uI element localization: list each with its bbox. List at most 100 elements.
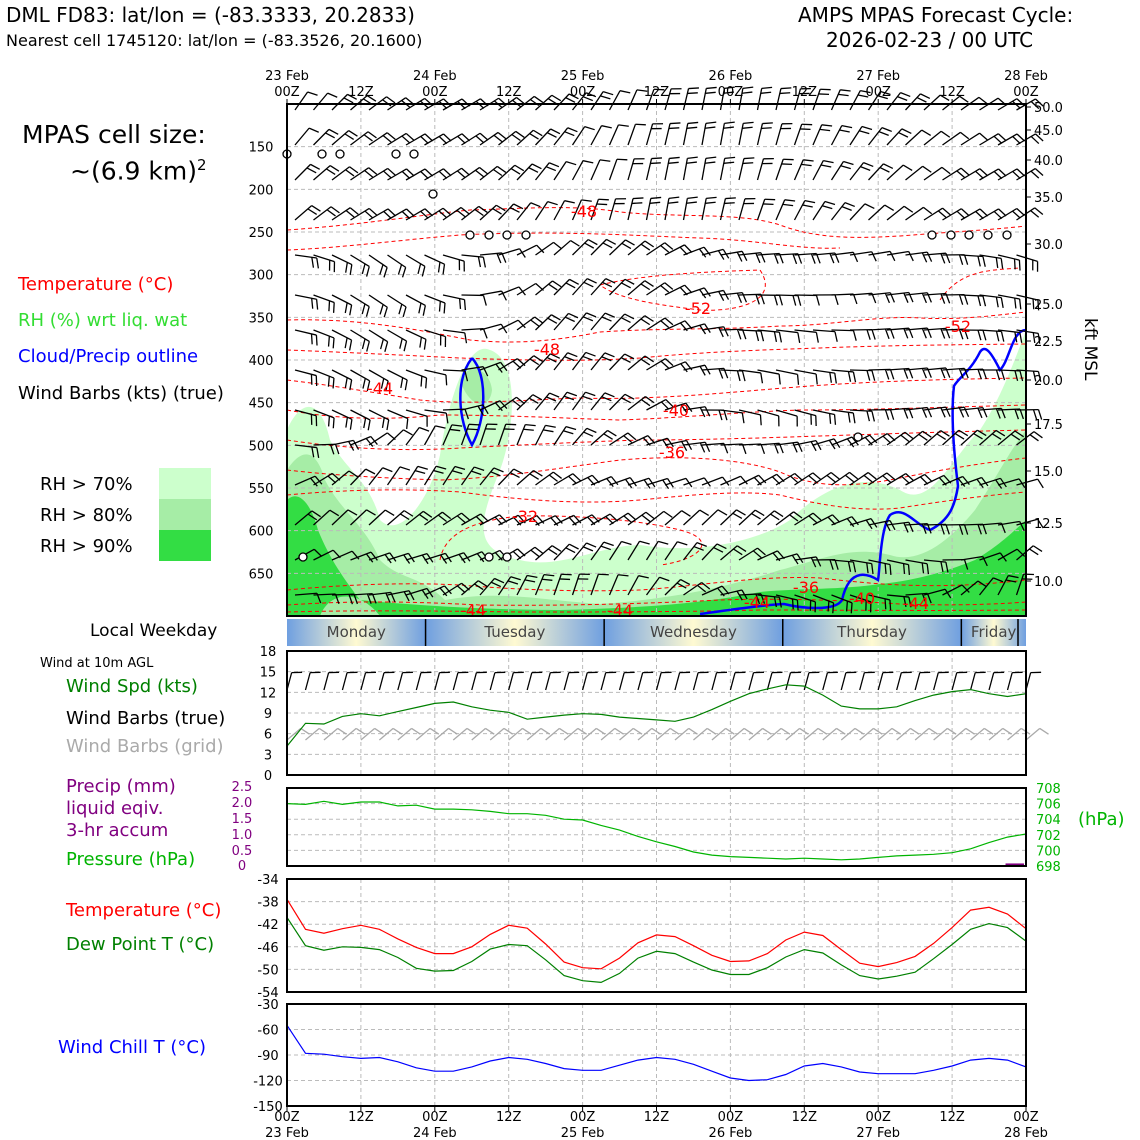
wind-barb-feather [363, 134, 373, 142]
wind-barb-shaft [886, 327, 909, 331]
wind-barb-feather [418, 513, 429, 521]
wind-barb-feather [419, 426, 430, 432]
wind-barb-shaft [387, 510, 405, 526]
wind-barb-shaft [405, 466, 419, 486]
wind-barb-shaft [516, 394, 534, 411]
wind-barb-feather [387, 208, 397, 217]
wind-barb-shaft [313, 128, 330, 146]
wind-barb-feather [839, 129, 850, 133]
isotherm-40-low [287, 598, 1026, 606]
wind-barb-feather [863, 474, 873, 483]
wind-barb-shaft [831, 516, 853, 526]
wind-barb-feather [485, 727, 495, 735]
wind-barb-shaft [997, 520, 1020, 526]
wind-barb-shaft [738, 252, 761, 256]
wind-barb-feather [640, 243, 651, 251]
wind-barb-feather [760, 91, 772, 94]
wind-barb-feather [687, 121, 699, 125]
wind-barb-shaft [738, 158, 745, 181]
wind-barb-feather [1032, 409, 1038, 420]
wind-barb-feather [311, 446, 315, 458]
wind-barb-shaft [775, 511, 795, 526]
wind-barb-shaft [720, 475, 741, 486]
wind-barb-feather [307, 513, 318, 521]
wind-barb-feather [365, 438, 374, 447]
wind-barb-shaft [756, 158, 765, 181]
wind-barb-feather [638, 575, 649, 579]
wind-barb-shaft [508, 672, 514, 691]
wind-barb-feather [527, 574, 538, 579]
wind-barb-shaft [331, 593, 355, 596]
wind-barb-feather [366, 593, 372, 604]
wind-barb-shaft [914, 672, 921, 691]
wind-barb-feather [452, 470, 463, 475]
wind-barb-feather [958, 407, 965, 418]
precip-pressure-frame [286, 787, 1027, 867]
wind-barb-feather [866, 370, 871, 381]
wind-barb-feather [640, 358, 651, 366]
wind-barb-feather [687, 156, 698, 159]
wind-barb-feather [618, 124, 629, 127]
wind-barb-shaft [738, 474, 760, 486]
wind-barb-feather [345, 169, 355, 177]
wind-barb-feather [495, 363, 503, 373]
wind-barb-feather [479, 132, 489, 141]
wind-barb-feather [601, 125, 612, 129]
wind-barb-feather [582, 316, 594, 322]
wind-barb-feather [598, 198, 609, 201]
wind-barb-feather [479, 166, 489, 175]
wind-barb-feather [569, 278, 580, 285]
wind-barb-feather [815, 556, 822, 567]
wind-barb-shaft [831, 329, 854, 332]
wind-barb-shaft [350, 131, 369, 146]
wind-barb-feather [456, 209, 466, 218]
wind-barb-shaft [534, 574, 545, 596]
wind-barb-feather [792, 295, 797, 306]
wind-barb-shaft [571, 312, 587, 331]
rh-80-patch [320, 369, 492, 616]
wind-barb-shaft [609, 477, 631, 486]
wind-barb-feather [314, 475, 323, 485]
wind-barb-feather [684, 244, 693, 253]
dewpoint-label: Dew Point T (°C) [66, 934, 215, 955]
wind-barb-shaft [664, 244, 685, 256]
wind-barb-feather [724, 86, 735, 89]
wind-barb-shaft [452, 727, 468, 741]
wind-barb-feather [311, 257, 315, 268]
wind-barb-shaft [831, 409, 854, 414]
wind-barb-shaft [534, 425, 547, 446]
wind-barb-feather [445, 374, 448, 386]
wind-barb-feather [995, 330, 1000, 342]
wind-barb-feather [330, 206, 340, 214]
wind-barb-feather [550, 128, 561, 135]
wind-barb-shaft [868, 292, 891, 296]
wind-barb-feather [977, 256, 981, 267]
rh-80-region [287, 430, 1026, 616]
wind-barb-feather [886, 472, 896, 481]
top-day-label: 23 Feb [265, 69, 309, 84]
wind-barb-shaft [831, 293, 854, 296]
wind-barb-shaft [886, 431, 906, 446]
wind-barb-shaft [535, 128, 552, 146]
wind-barb-feather [601, 356, 612, 362]
wind-barb-feather [773, 295, 778, 306]
wind-barb-feather [743, 727, 754, 735]
wind-barb-shaft [812, 124, 823, 146]
wind-barb-shaft [960, 294, 984, 297]
wind-barb-feather [819, 128, 831, 132]
wind-barb-shaft [683, 246, 705, 256]
wind-barb-feather [1018, 260, 1021, 271]
legend-wind-barbs: Wind Barbs (kts) (true) [18, 383, 224, 404]
wind-barb-shaft [923, 252, 946, 256]
wind-barb-shaft [294, 475, 316, 486]
wind-barb-feather [366, 509, 376, 516]
wind-barb-feather [657, 540, 669, 545]
wind-barb-shaft [387, 294, 407, 308]
wind-barbs-grid-label: Wind Barbs (grid) [66, 736, 224, 757]
wind-barb-shaft [553, 93, 570, 111]
wind-barb-feather [403, 429, 413, 436]
wind-barb-feather [1035, 98, 1044, 107]
wind-barb-shaft [1006, 672, 1013, 691]
wind-barb-shaft [775, 123, 783, 146]
